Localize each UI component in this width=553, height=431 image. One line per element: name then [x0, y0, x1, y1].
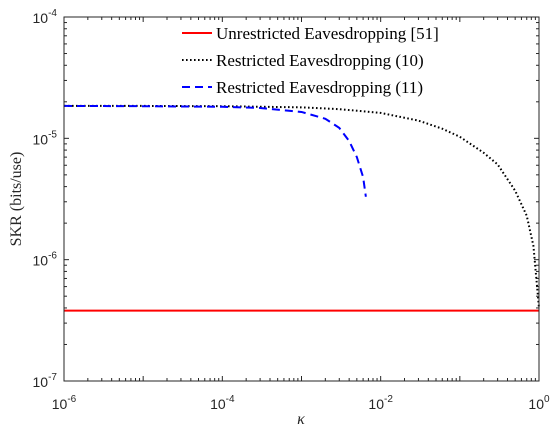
- legend-label-3: Restricted Eavesdropping (11): [216, 78, 423, 97]
- plot-frame: [63, 16, 540, 382]
- y-tick-label: 10-4: [33, 8, 58, 26]
- x-tick-label: 10-4: [210, 394, 235, 412]
- legend-label-1: Unrestricted Eavesdropping [51]: [216, 24, 439, 43]
- series-line-3: [63, 104, 367, 197]
- y-tick-label: 10-5: [33, 129, 58, 147]
- x-tick-label: 10-6: [52, 394, 77, 412]
- x-tick-labels: 10-6 10-4 10-2 100: [52, 394, 550, 412]
- y-tick-label: 10-6: [33, 251, 58, 269]
- legend: Unrestricted Eavesdropping [51] Restricte…: [182, 24, 439, 97]
- y-axis-title: SKR (bits/use): [8, 152, 25, 247]
- x-tick-label: 10-2: [368, 394, 393, 412]
- legend-label-2: Restricted Eavesdropping (10): [216, 51, 424, 70]
- x-tick-label: 100: [528, 394, 550, 412]
- series-layer: [63, 104, 540, 312]
- x-axis-title: κ: [297, 411, 305, 428]
- y-tick-label: 10-7: [33, 372, 58, 390]
- series-line-2: [64, 104, 540, 309]
- plot-area: [64, 17, 539, 381]
- y-tick-labels: 10-7 10-6 10-5 10-4: [33, 8, 58, 390]
